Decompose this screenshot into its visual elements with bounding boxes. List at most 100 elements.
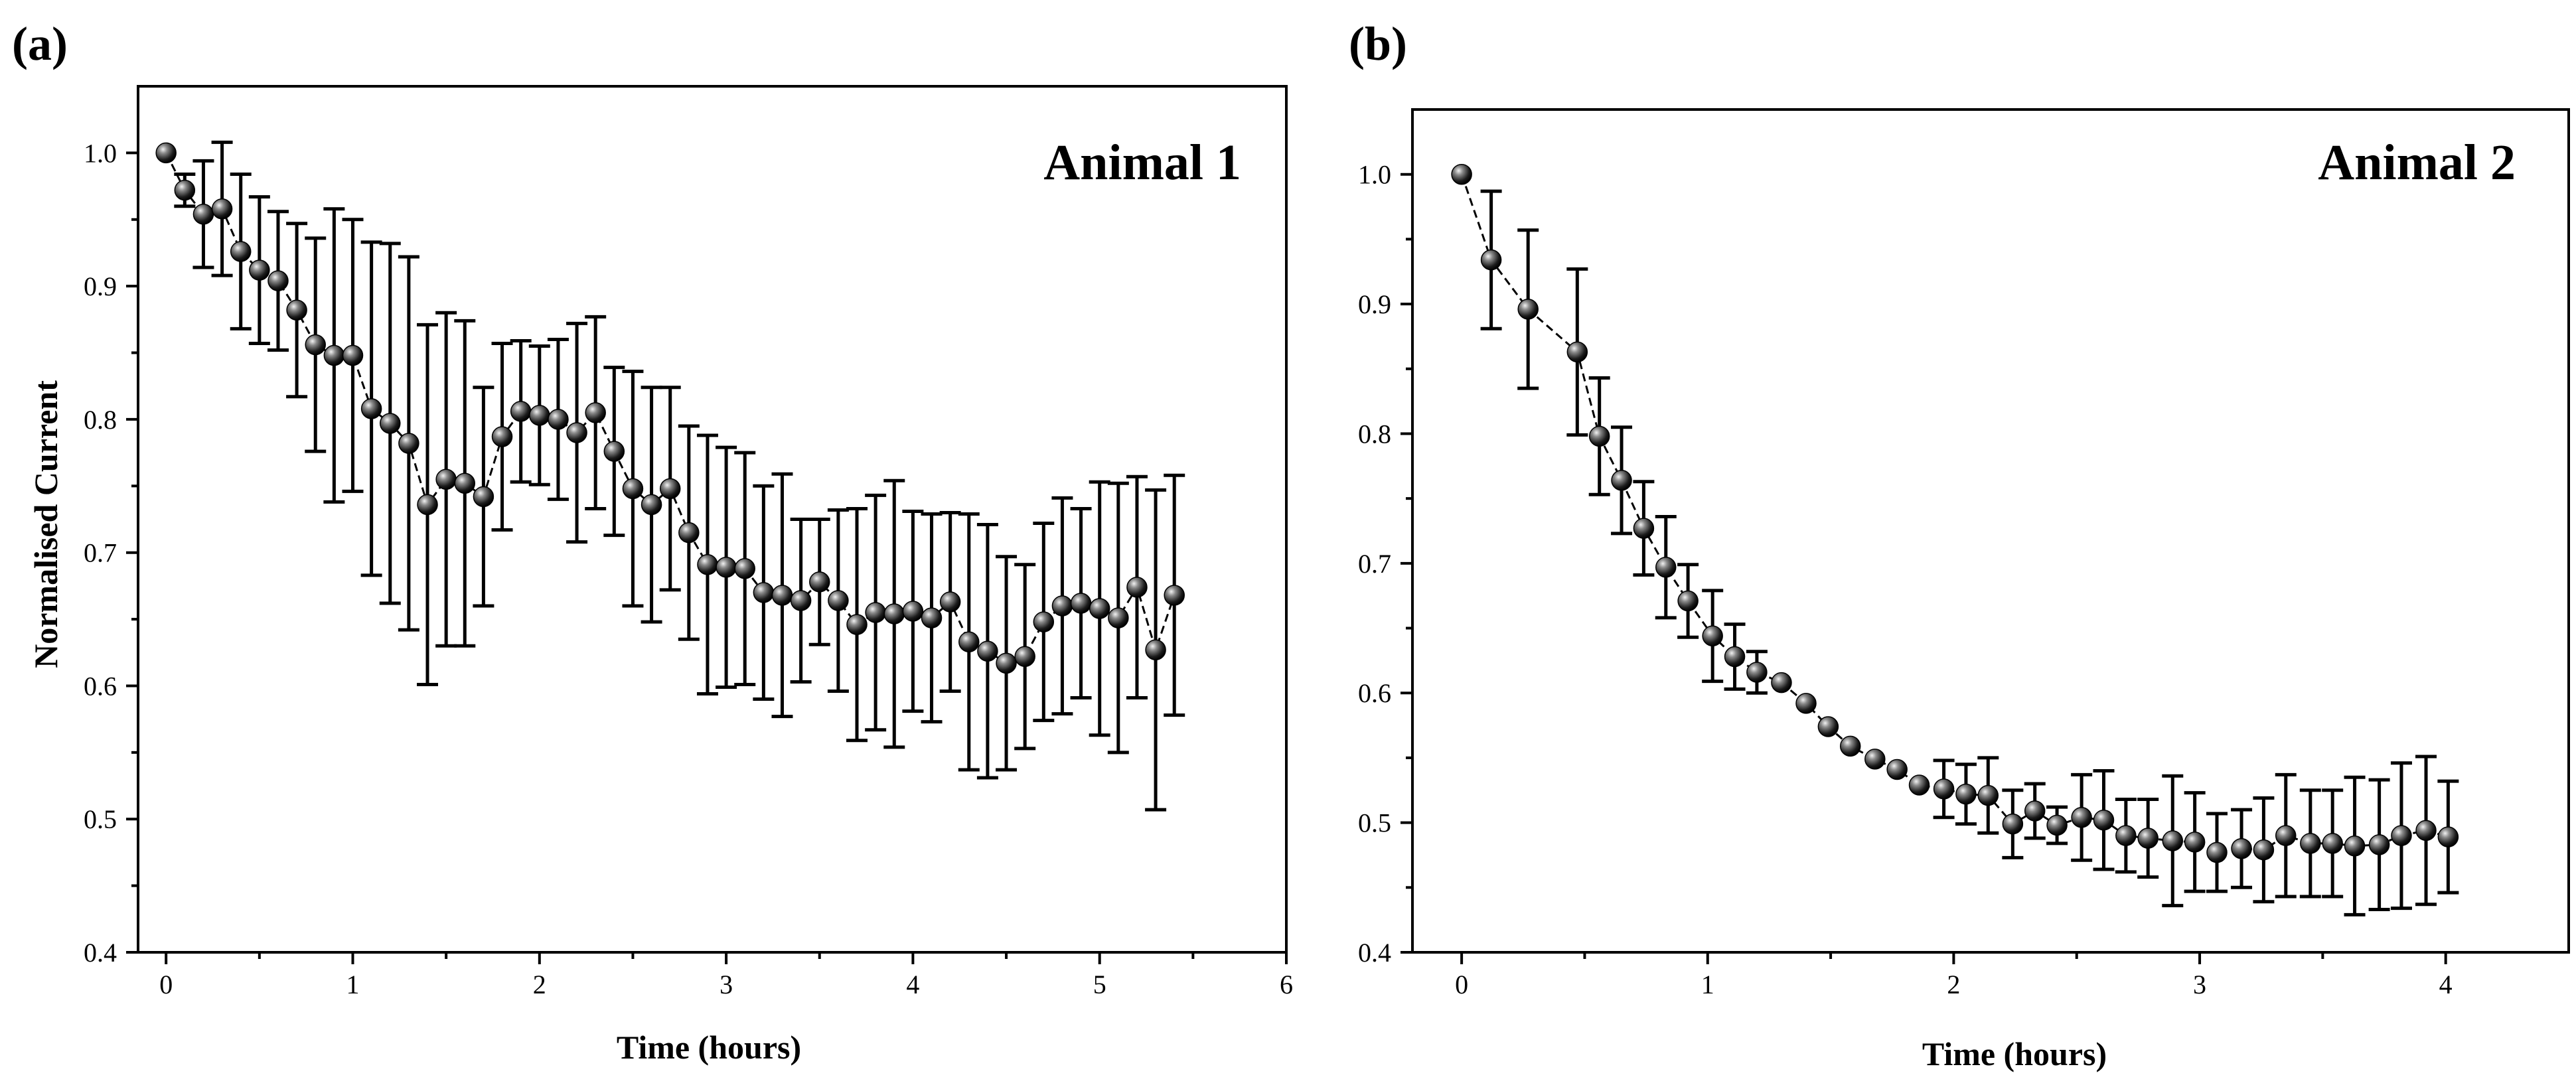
panel-a-data-point [529, 405, 550, 426]
panel-a-data-point [939, 591, 961, 613]
panel-b-data-point [1771, 672, 1792, 693]
panel-a-ticks: 0 1 2 3 4 5 6 0.4 0.5 0.6 0.7 0.8 0.9 1.0 [84, 138, 1293, 999]
panel-a-data-point [417, 494, 438, 516]
panel-a-data-point [603, 441, 625, 462]
panel-b-data-point [2002, 813, 2024, 835]
panel-a-data-point [473, 486, 494, 508]
panel-a-data-point [360, 398, 382, 419]
panel-a-data-point [174, 179, 196, 201]
panel-a-y-tick-label: 0.8 [84, 405, 117, 435]
panel-a-data-point [1164, 585, 1185, 606]
panel-b-y-tick-label: 0.4 [1358, 938, 1391, 968]
panel-a-y-tick-label: 0.4 [84, 938, 117, 968]
panel-a-chart: (a) Animal 1 Time (hours) Normalised Cur… [12, 17, 1293, 1066]
panel-a-data-point [716, 557, 737, 578]
panel-b-y-tick-label: 0.5 [1358, 808, 1391, 838]
panel-b-data-point [2024, 800, 2046, 822]
panel-a-data-point [267, 270, 289, 291]
panel-a-x-tick-label: 4 [906, 970, 919, 999]
panel-a-data-point [249, 259, 270, 281]
panel-a-data-point [435, 469, 457, 490]
panel-a-label: (a) [12, 17, 68, 70]
panel-a-data-point [286, 299, 307, 321]
panel-b-data-point [2275, 825, 2297, 846]
panel-a-data-point [958, 631, 980, 652]
panel-a-data-point [380, 413, 401, 434]
panel-a-plot-frame [137, 85, 1288, 954]
panel-b-data-point [2206, 841, 2228, 863]
panel-a-data-point [1108, 607, 1129, 628]
panel-a-data-point [155, 142, 177, 164]
panel-a-data-point [865, 602, 886, 623]
panel-b-data-point [1977, 784, 1999, 806]
panel-a-data-point [902, 601, 924, 622]
panel-a-data-point [659, 478, 681, 500]
panel-b-data-point [2344, 836, 2366, 857]
panel-b-annotation: Animal 2 [2318, 135, 2516, 190]
panel-a-data-point [1014, 646, 1035, 668]
panel-b-data-point [1588, 425, 1610, 447]
panel-b-data-point [1480, 249, 1502, 271]
panel-a-data-point [342, 344, 364, 366]
panel-a-data-point [790, 590, 812, 611]
panel-b-data-point [1955, 783, 1977, 805]
panel-a-annotation: Animal 1 [1043, 135, 1241, 190]
panel-b-data-point [2137, 828, 2159, 849]
panel-a-data-point [1033, 611, 1055, 632]
panel-b-label: (b) [1349, 17, 1407, 70]
panel-b-data-point [2046, 814, 2068, 836]
panel-b-y-tick-label: 0.6 [1358, 678, 1391, 708]
panel-b-data-point [2253, 839, 2275, 861]
panel-a-data-point [771, 585, 793, 606]
panel-b-data-point [2115, 825, 2137, 846]
panel-b-data-point [2415, 820, 2437, 841]
panel-b-y-tick-label: 0.9 [1358, 289, 1391, 319]
panel-a-data-point [977, 640, 998, 662]
panel-a-data-point [734, 558, 755, 579]
panel-a-data-point [1070, 593, 1092, 614]
panel-a-data-point [305, 334, 326, 356]
panel-b-data-point [2322, 833, 2343, 854]
panel-b-x-tick-label: 0 [1455, 970, 1468, 999]
panel-a-x-axis-title: Time (hours) [617, 1029, 801, 1066]
panel-b-data-point [2071, 807, 2092, 828]
panel-b-data-point [2368, 834, 2390, 855]
panel-a-y-tick-label: 0.6 [84, 671, 117, 701]
panel-b-x-tick-label: 3 [2193, 970, 2206, 999]
panel-b-data-point [1655, 556, 1677, 578]
panel-a-data-point [846, 614, 868, 635]
panel-b-data-point [2300, 833, 2321, 854]
panel-b-x-tick-label: 2 [1947, 970, 1960, 999]
panel-a-x-tick-label: 1 [346, 970, 359, 999]
panel-a-data-point [398, 433, 419, 454]
panel-a-data-point [548, 409, 569, 430]
panel-b-data-point [1839, 735, 1861, 757]
panel-b-x-axis-title: Time (hours) [1922, 1035, 2107, 1072]
panel-b-chart: (b) Animal 2 Time (hours) 0 1 2 3 4 0.4 0.5 0.6… [1349, 17, 2570, 1072]
panel-a-x-tick-label: 2 [533, 970, 546, 999]
panel-b-x-tick-label: 1 [1701, 970, 1714, 999]
panel-a-x-tick-label: 3 [720, 970, 733, 999]
panel-a-y-tick-label: 0.7 [84, 538, 117, 568]
panel-b-data-point [1864, 749, 1886, 770]
panel-b-series-line [1460, 174, 2449, 854]
panel-b-data-point [1702, 625, 1723, 647]
panel-b-data-point [2184, 832, 2206, 853]
panel-a-marks [155, 140, 1185, 812]
panel-a-data-point [510, 401, 532, 422]
panel-b-marks [1451, 163, 2459, 916]
panel-b-data-point [1566, 341, 1588, 363]
panel-a-data-point [828, 590, 849, 611]
panel-a-data-point [1051, 595, 1073, 617]
panel-a-data-point [192, 203, 214, 225]
panel-a-x-tick-label: 0 [159, 970, 173, 999]
panel-b-data-point [1611, 470, 1632, 491]
panel-a-data-point [808, 571, 830, 593]
panel-a-data-point [491, 426, 513, 447]
panel-a-data-point [1126, 577, 1148, 598]
panel-b-data-point [2391, 825, 2412, 846]
panel-a-data-point [585, 402, 606, 423]
panel-b-data-point [1817, 716, 1839, 737]
panel-b-ticks: 0 1 2 3 4 0.4 0.5 0.6 0.7 0.8 0.9 1.0 [1358, 160, 2453, 999]
